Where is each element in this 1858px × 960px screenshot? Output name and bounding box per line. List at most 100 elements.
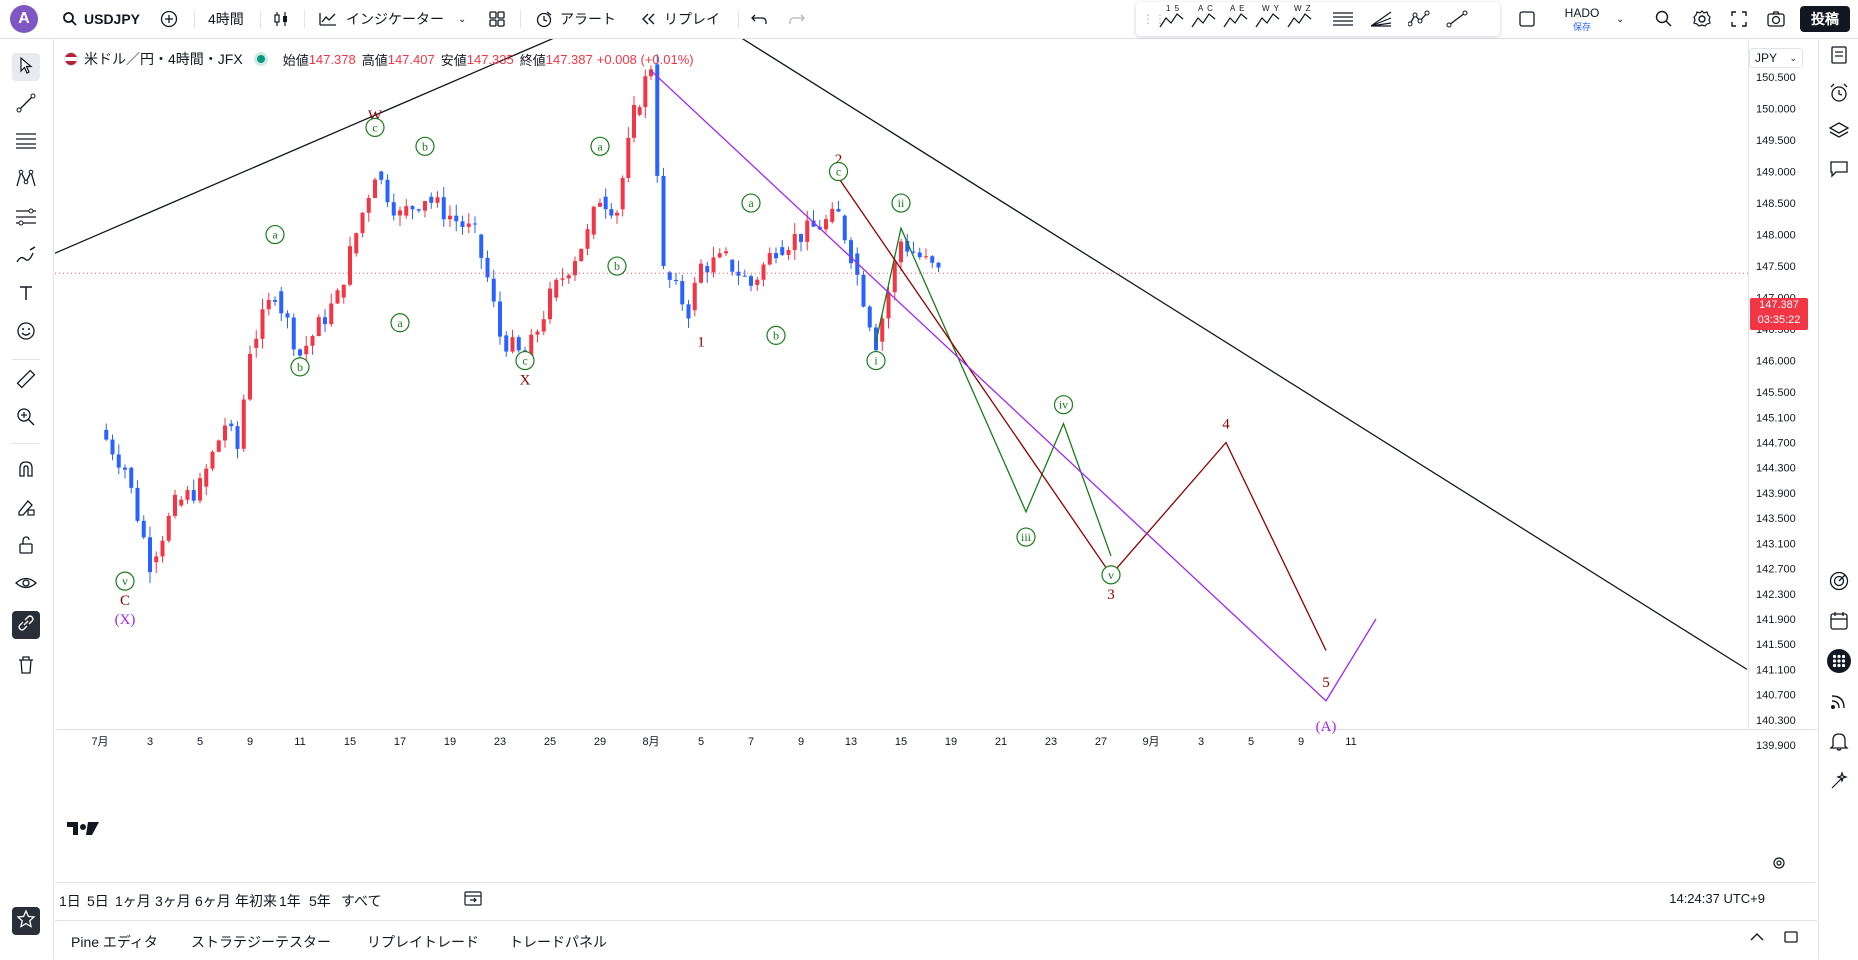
fullscreen-button[interactable] [1730, 7, 1748, 31]
bottom-tab[interactable]: リプレイトレード [367, 934, 479, 950]
products-button[interactable] [1825, 648, 1853, 677]
text-tool[interactable] [12, 281, 40, 309]
favorite-drawings-panel: ⋮⋮ 1 5 A C A E W Y W Z [1136, 2, 1500, 36]
trendline-upper-left [55, 39, 554, 254]
range-button[interactable]: 5日 [87, 893, 109, 909]
layout-name-button[interactable]: HADO 保存 [1560, 6, 1604, 33]
range-button[interactable]: 3ヶ月 [155, 893, 191, 909]
lock-drawings-tool[interactable] [12, 533, 40, 561]
chevron-down-icon[interactable]: ⌄ [1616, 13, 1625, 25]
wave-pattern-tool[interactable]: A C [1190, 4, 1218, 33]
user-avatar[interactable]: A [10, 5, 38, 33]
screenshot-button[interactable] [1766, 7, 1786, 31]
candle-body [585, 229, 590, 249]
currency-select[interactable]: JPY ⌄ [1749, 48, 1803, 68]
drag-handle-icon[interactable]: ⋮⋮ [1142, 12, 1166, 26]
wave-pattern-tool[interactable]: A E [1222, 4, 1250, 33]
high-value: 147.407 [387, 51, 435, 67]
sync-drawings-tool[interactable] [12, 611, 40, 639]
separator [520, 10, 521, 28]
remove-drawings-tool[interactable] [12, 653, 40, 681]
bottom-tab[interactable]: トレードパネル [509, 934, 607, 950]
magnet-tool[interactable] [12, 457, 40, 485]
wave-pattern-tool[interactable]: W Z [1286, 4, 1314, 33]
zoom-tool[interactable] [12, 405, 40, 433]
replay-button[interactable]: リプレイ [640, 7, 720, 31]
help-button[interactable] [1825, 769, 1853, 797]
chevron-down-icon[interactable]: ⌄ [458, 13, 467, 25]
wave-label-circle [290, 357, 310, 377]
symbol-search-button[interactable]: USDJPY [62, 7, 140, 31]
pattern-icon[interactable] [1407, 10, 1430, 33]
indicators-button[interactable]: インジケーター ⌄ [318, 7, 466, 31]
undo-icon [750, 11, 768, 27]
interval-button[interactable]: 4時間 [208, 7, 244, 31]
utc-clock[interactable]: 14:24:37 UTC+9 [1669, 891, 1765, 906]
maximize-panel-button[interactable] [1783, 930, 1799, 949]
fib-fan-icon[interactable] [1370, 10, 1392, 33]
range-button[interactable]: すべて [341, 893, 382, 909]
candle-body [441, 197, 446, 220]
trend-line-tool[interactable] [12, 91, 40, 119]
settings-button[interactable] [1692, 7, 1712, 31]
brush-tool[interactable] [12, 243, 40, 271]
stream-button[interactable] [1825, 689, 1853, 717]
range-button[interactable]: 年初来 [235, 893, 277, 909]
range-button[interactable]: 5年 [309, 893, 331, 909]
quick-search-button[interactable] [1654, 7, 1674, 31]
measure-tool[interactable] [12, 367, 40, 395]
candle-body [643, 76, 648, 108]
draw-mode-tool[interactable] [12, 495, 40, 523]
undo-button[interactable] [750, 7, 768, 31]
watchlist-button[interactable] [1825, 43, 1853, 71]
layouts-button[interactable] [488, 7, 506, 31]
parallel-lines-icon[interactable] [1332, 10, 1354, 33]
range-button[interactable]: 1日 [59, 893, 81, 909]
pattern-tool[interactable] [12, 167, 40, 195]
wave-pattern-tool[interactable]: W Y [1254, 4, 1282, 33]
candle-body [504, 335, 509, 352]
price-tick-label: 141.900 [1756, 614, 1796, 626]
calendar-button[interactable] [1825, 609, 1853, 637]
wave-pattern-tool[interactable]: 1 5 [1158, 4, 1186, 33]
bottom-tab[interactable]: Pine エディタ [71, 934, 158, 950]
object-tree-button[interactable] [1825, 119, 1853, 147]
time-tick-label: 5 [698, 736, 704, 748]
candle-body [191, 490, 196, 501]
candle-body [398, 210, 402, 216]
post-button[interactable]: 投稿 [1800, 6, 1850, 32]
hotlists-button[interactable] [1825, 569, 1853, 597]
candle-body [148, 537, 152, 573]
watchlist-star-button[interactable] [12, 907, 40, 935]
chart-type-button[interactable] [272, 7, 290, 31]
candle-body [360, 212, 365, 234]
candle-body [129, 467, 134, 488]
alerts-button[interactable] [1825, 81, 1853, 109]
bottom-tab[interactable]: ストラテジーテスター [191, 934, 331, 950]
alert-button[interactable]: アラート [534, 7, 616, 31]
hide-drawings-tool[interactable] [12, 571, 40, 599]
candle-body [761, 264, 766, 280]
compare-add-button[interactable] [160, 7, 178, 31]
range-button[interactable]: 1ヶ月 [115, 893, 151, 909]
time-tick-label: 7 [748, 736, 754, 748]
fib-tool[interactable] [12, 129, 40, 157]
notifications-button[interactable] [1825, 729, 1853, 757]
emoji-tool[interactable] [12, 319, 40, 347]
collapse-panel-button[interactable] [1749, 930, 1765, 948]
range-button[interactable]: 1年 [279, 893, 301, 909]
forecast-tool[interactable] [12, 205, 40, 233]
redo-button[interactable] [788, 7, 806, 31]
range-button[interactable]: 6ヶ月 [195, 893, 231, 909]
cursor-tool[interactable] [12, 53, 40, 81]
price-chart[interactable]: 150.500 150.000 149.500 149.000 148.500 148.0… [55, 39, 1818, 881]
axis-settings-button[interactable] [1772, 856, 1786, 875]
trend-line-icon[interactable] [1446, 10, 1468, 33]
chats-button[interactable] [1825, 157, 1853, 185]
fullscreen-toggle-button[interactable] [1518, 7, 1536, 31]
goto-date-button[interactable] [463, 889, 483, 912]
candle-body [924, 256, 928, 258]
time-tick-label: 5 [1248, 736, 1254, 748]
date-range-bar: 1日 5日 1ヶ月 3ヶ月 6ヶ月 年初来 1年 5年 すべて 14:24:37 UTC+9 [55, 882, 1815, 913]
wave-label: X [520, 372, 531, 388]
